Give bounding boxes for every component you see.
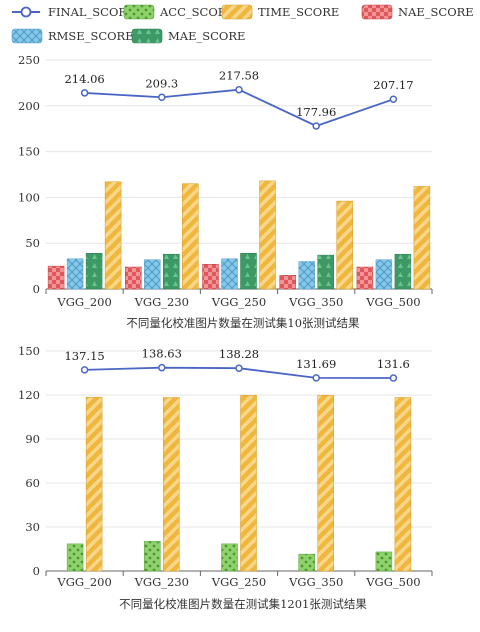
y-tick-label: 250	[18, 53, 40, 67]
line-final-score	[84, 88, 394, 127]
line-point-vgg-350	[312, 374, 320, 382]
bar-time-score-vgg-500	[394, 397, 412, 572]
bar-nae-score-vgg-250	[202, 264, 219, 290]
line-point-vgg-500	[389, 374, 398, 382]
data-label: 131.6	[377, 357, 410, 371]
x-tick-label: VGG_500	[365, 575, 420, 589]
bar-acc-score-vgg-230	[144, 541, 161, 572]
x-axis-title: 不同量化校准图片数量在测试集1201张测试结果	[119, 597, 367, 611]
legend-swatch-icon	[361, 4, 393, 20]
data-label: 138.63	[142, 347, 182, 361]
bar-time-score-vgg-230	[182, 183, 199, 290]
legend-item-acc-score: ACC_SCORE	[123, 4, 235, 20]
data-label: 214.06	[64, 72, 104, 86]
legend-marker-icon	[20, 6, 32, 18]
bar-nae-score-vgg-200	[47, 265, 65, 290]
bar-rmse-score-vgg-230	[144, 259, 161, 290]
bar-mae-score-vgg-250	[240, 253, 257, 290]
legend-item-time-score: TIME_SCORE	[221, 4, 339, 20]
legend-label: ACC_SCORE	[159, 5, 235, 19]
y-tick-label: 60	[25, 476, 40, 490]
bar-time-score-vgg-500	[413, 186, 431, 290]
data-label: 138.28	[219, 347, 259, 361]
bar-mae-score-vgg-350	[317, 254, 334, 290]
bar-rmse-score-vgg-350	[298, 261, 315, 290]
bar-acc-score-vgg-200	[66, 543, 84, 572]
y-tick-label: 200	[18, 99, 40, 113]
bar-acc-score-vgg-350	[298, 553, 315, 572]
y-tick-label: 150	[18, 344, 40, 358]
bar-nae-score-vgg-350	[279, 275, 296, 290]
legend-label: NAE_SCORE	[398, 5, 474, 19]
data-label: 217.58	[219, 69, 259, 83]
bar-time-score-vgg-250	[259, 180, 276, 290]
x-tick-label: VGG_250	[211, 575, 266, 589]
chart-top: 0 50 100 150 200 250 VGG_200 VGG_230 VGG_250 VGG_…	[18, 53, 433, 330]
bar-mae-score-vgg-230	[163, 253, 180, 290]
bar-time-score-vgg-250	[240, 395, 257, 572]
legend-item-nae-score: NAE_SCORE	[361, 4, 474, 20]
y-tick-label: 0	[33, 564, 40, 578]
legend-label: TIME_SCORE	[258, 5, 339, 19]
legend: FINAL_SCORE ACC_SCORE TIME_SCORE NAE_SCORE R…	[11, 4, 474, 44]
data-label: 177.96	[296, 105, 336, 119]
bar-time-score-vgg-350	[317, 395, 334, 572]
line-point-vgg-250	[235, 364, 243, 372]
bar-rmse-score-vgg-500	[375, 259, 393, 290]
y-tick-label: 0	[33, 282, 40, 296]
line-point-vgg-230	[158, 363, 166, 372]
legend-swatch-icon	[123, 4, 155, 20]
data-label: 137.15	[64, 349, 104, 363]
legend-label: FINAL_SCORE	[48, 5, 135, 19]
x-axis-title: 不同量化校准图片数量在测试集10张测试结果	[126, 316, 360, 330]
legend-item-rmse-score: RMSE_SCORE	[11, 28, 134, 44]
y-tick-label: 100	[18, 190, 40, 204]
bar-time-score-vgg-200	[85, 396, 103, 572]
line-point-vgg-500	[389, 95, 398, 103]
legend-label: RMSE_SCORE	[48, 29, 134, 43]
x-tick-label: VGG_230	[134, 295, 189, 309]
bar-time-score-vgg-350	[336, 200, 353, 290]
bar-acc-score-vgg-500	[375, 551, 393, 572]
bar-mae-score-vgg-500	[394, 253, 412, 290]
y-tick-label: 50	[25, 236, 40, 250]
y-tick-label: 90	[25, 432, 40, 446]
bar-nae-score-vgg-500	[356, 266, 374, 290]
bar-nae-score-vgg-230	[125, 266, 142, 290]
x-tick-label: VGG_230	[134, 575, 189, 589]
bar-time-score-vgg-230	[163, 397, 180, 572]
legend-item-mae-score: MAE_SCORE	[131, 28, 245, 44]
y-tick-label: 120	[18, 388, 40, 402]
y-tick-label: 30	[25, 520, 40, 534]
bar-rmse-score-vgg-200	[66, 258, 84, 290]
x-tick-label: VGG_350	[288, 575, 343, 589]
line-point-vgg-250	[235, 85, 243, 94]
x-tick-label: VGG_350	[288, 295, 343, 309]
line-point-vgg-230	[158, 93, 166, 102]
legend-item-final-score: FINAL_SCORE	[12, 5, 135, 19]
line-point-vgg-350	[312, 122, 320, 130]
y-tick-label: 150	[18, 145, 40, 159]
x-tick-label: VGG_250	[211, 295, 266, 309]
bar-time-score-vgg-200	[104, 181, 122, 290]
line-point-vgg-200	[80, 366, 89, 374]
chart-bottom: 0 30 60 90 120 150 VGG_200 VGG_230 VGG_250 VGG_35…	[18, 344, 433, 611]
data-label: 131.69	[296, 357, 336, 371]
x-tick-label: VGG_500	[365, 295, 420, 309]
line-point-vgg-200	[80, 89, 89, 97]
bar-mae-score-vgg-200	[85, 253, 103, 290]
x-tick-label: VGG_200	[56, 575, 111, 589]
legend-swatch-icon	[131, 28, 163, 44]
legend-label: MAE_SCORE	[168, 29, 245, 43]
data-label: 207.17	[373, 78, 413, 92]
x-tick-label: VGG_200	[56, 295, 111, 309]
data-label: 209.3	[145, 76, 178, 90]
legend-swatch-icon	[221, 4, 253, 20]
bar-rmse-score-vgg-250	[221, 258, 238, 290]
bar-acc-score-vgg-250	[221, 543, 238, 572]
legend-swatch-icon	[11, 28, 43, 44]
